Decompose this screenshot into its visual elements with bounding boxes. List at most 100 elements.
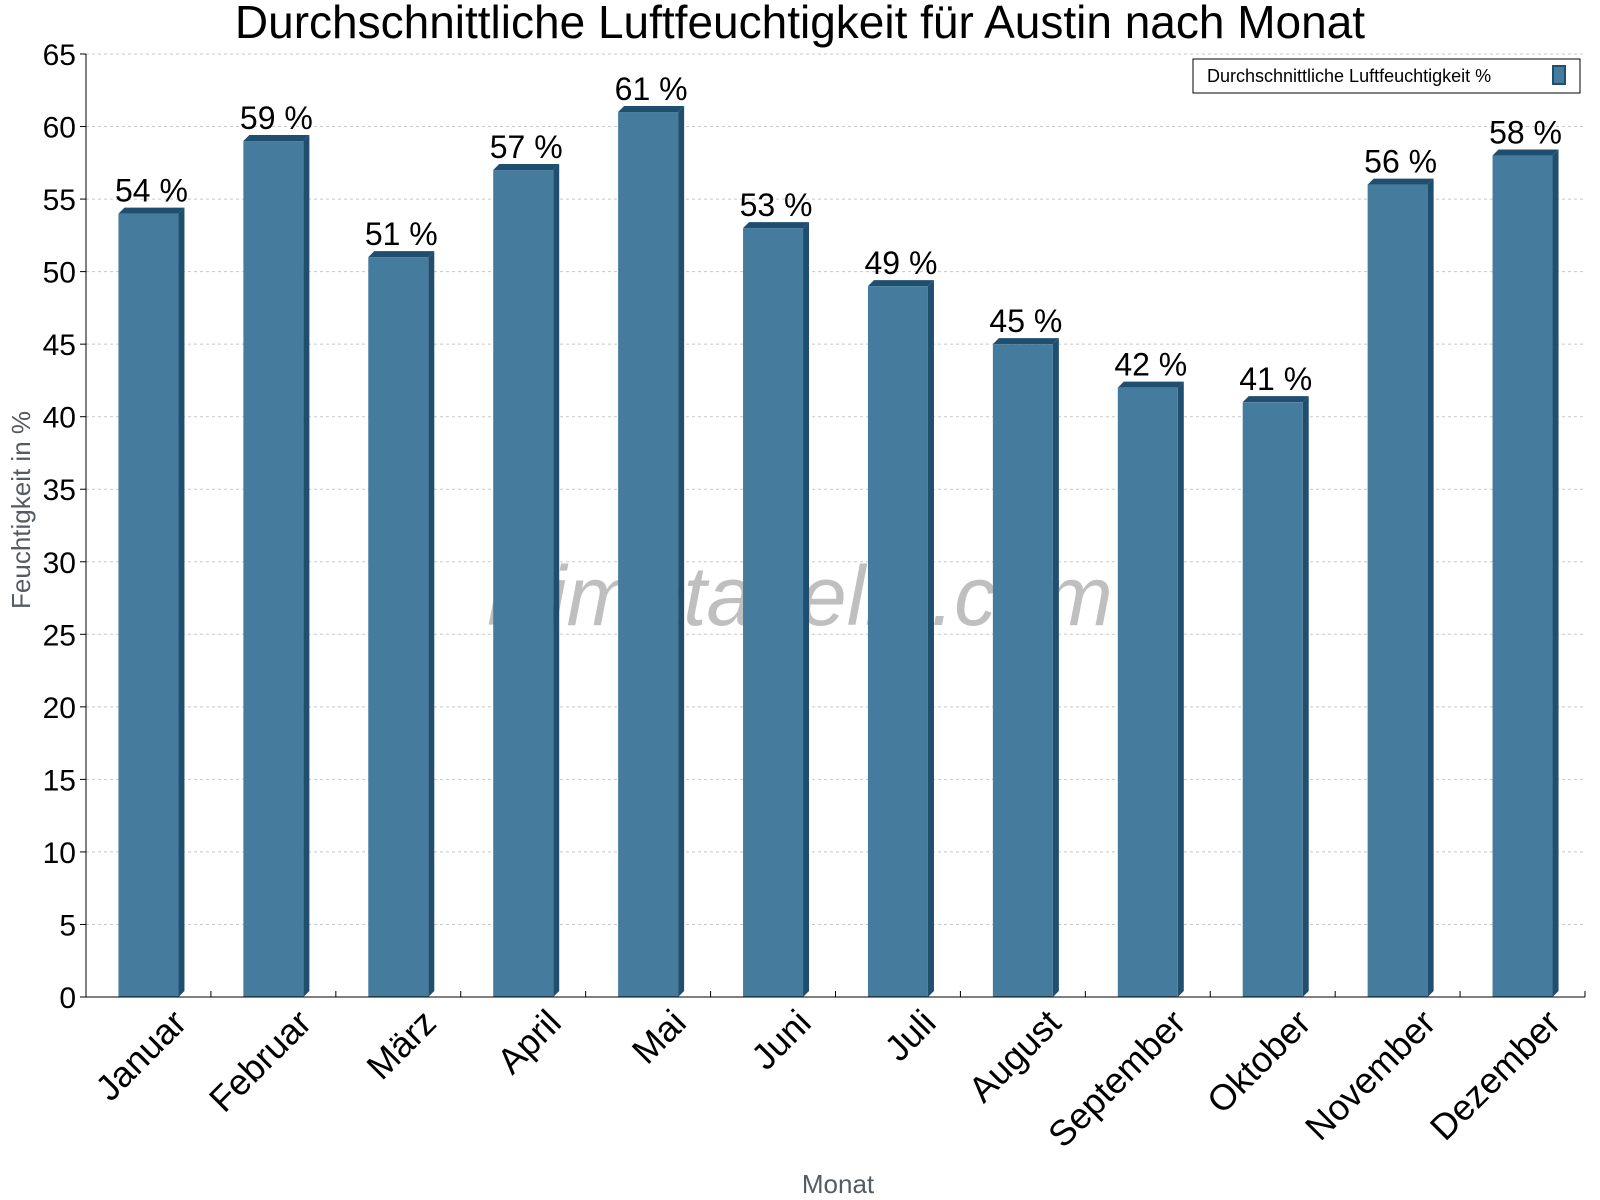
bar-top xyxy=(992,338,1059,345)
legend-label: Durchschnittliche Luftfeuchtigkeit % xyxy=(1207,66,1491,86)
bar-top xyxy=(1117,381,1184,388)
x-tick-label: Oktober xyxy=(1199,1002,1319,1122)
x-axis-title: Monat xyxy=(802,1169,875,1199)
bar-front xyxy=(493,170,554,998)
bar-top xyxy=(118,207,185,214)
bar-side xyxy=(1052,338,1059,998)
y-tick-label: 0 xyxy=(59,982,76,1015)
bar-front xyxy=(743,228,804,998)
bar xyxy=(1117,381,1184,998)
bar-value-label: 45 % xyxy=(989,303,1062,339)
y-tick-label: 20 xyxy=(43,692,76,725)
bar-value-label: 49 % xyxy=(864,245,937,281)
y-axis-title: Feuchtigkeit in % xyxy=(6,411,36,609)
bar-side xyxy=(1427,178,1434,998)
bar xyxy=(743,222,810,998)
bar-value-label: 51 % xyxy=(365,216,438,252)
bar-side xyxy=(1177,381,1184,998)
y-tick-label: 65 xyxy=(43,39,76,72)
x-tick-label: April xyxy=(489,1002,569,1082)
bar-side xyxy=(803,222,810,998)
legend-box xyxy=(1192,58,1581,94)
bar-top xyxy=(1242,396,1309,403)
bar-front xyxy=(1242,402,1303,998)
bar-front xyxy=(867,286,928,998)
x-tick-label: März xyxy=(358,1002,444,1088)
y-tick-label: 10 xyxy=(43,837,76,870)
x-tick-label: Mai xyxy=(624,1002,694,1072)
bar-side xyxy=(553,164,560,998)
bar-front xyxy=(243,141,304,998)
bar-top xyxy=(743,222,810,229)
y-tick-label: 15 xyxy=(43,764,76,797)
y-tick-label: 25 xyxy=(43,619,76,652)
bar-front xyxy=(1117,387,1178,998)
bar xyxy=(118,207,185,998)
x-ticks: Januar Februar März April Mai Juni Juli AugustS… xyxy=(87,991,1586,1156)
legend: Durchschnittliche Luftfeuchtigkeit % xyxy=(1192,58,1581,94)
legend-swatch xyxy=(1552,65,1566,85)
y-tick-label: 55 xyxy=(43,184,76,217)
x-tick-label: Juni xyxy=(743,1002,819,1078)
x-tick-label: September xyxy=(1040,1002,1194,1156)
bar-front xyxy=(992,344,1053,998)
x-tick-label: November xyxy=(1297,1002,1443,1148)
bar xyxy=(368,251,435,998)
bar xyxy=(243,135,310,998)
bar-value-label: 59 % xyxy=(240,100,313,136)
bar-top xyxy=(618,106,685,113)
y-tick-label: 35 xyxy=(43,474,76,507)
bar xyxy=(992,338,1059,998)
bar-front xyxy=(1492,155,1553,998)
bar-side xyxy=(428,251,435,998)
x-tick-label: Januar xyxy=(87,1002,194,1109)
bar xyxy=(1367,178,1434,998)
bar-value-label: 53 % xyxy=(740,187,813,223)
bar-top xyxy=(368,251,435,258)
y-ticks: 0 5 10 15 20 25 30 35 40 45 50 55 60 65 xyxy=(43,39,86,1015)
bar xyxy=(867,280,934,998)
axes xyxy=(85,54,1585,998)
bar-labels: 54 % 59 % 51 % 57 % 61 % 53 % 49 % 45 % 42 % 41 %… xyxy=(115,71,1562,397)
y-tick-label: 30 xyxy=(43,547,76,580)
bar-front xyxy=(1367,184,1428,998)
bar-value-label: 56 % xyxy=(1364,144,1437,180)
chart-title: Durchschnittliche Luftfeuchtigkeit für A… xyxy=(235,0,1365,48)
bar-front xyxy=(618,112,679,998)
x-tick-label: Juli xyxy=(876,1002,943,1069)
bar-top xyxy=(493,164,560,171)
bar-value-label: 58 % xyxy=(1489,115,1562,151)
y-tick-label: 5 xyxy=(59,909,76,942)
bar-front xyxy=(118,213,179,998)
x-tick-label: August xyxy=(960,1002,1068,1110)
bar-side xyxy=(678,106,685,998)
bar-side xyxy=(303,135,310,998)
bar-side xyxy=(927,280,934,998)
x-tick-label: Dezember xyxy=(1422,1002,1568,1148)
bar-value-label: 54 % xyxy=(115,173,188,209)
bar-side xyxy=(1302,396,1309,998)
bar-value-label: 42 % xyxy=(1114,347,1187,383)
bar xyxy=(1492,149,1559,998)
bar-side xyxy=(1552,149,1559,998)
x-tick-label: Februar xyxy=(201,1002,319,1120)
grid xyxy=(86,53,1585,925)
bar-value-label: 57 % xyxy=(490,129,563,165)
bar xyxy=(1242,396,1309,998)
bar-top xyxy=(1492,149,1559,156)
bar-value-label: 61 % xyxy=(615,71,688,107)
bar-value-label: 41 % xyxy=(1239,361,1312,397)
bar-top xyxy=(867,280,934,287)
bar xyxy=(618,106,685,998)
y-tick-label: 40 xyxy=(43,402,76,435)
y-tick-label: 50 xyxy=(43,257,76,290)
bar-front xyxy=(368,257,429,998)
bar-top xyxy=(243,135,310,142)
y-tick-label: 60 xyxy=(43,112,76,145)
bars xyxy=(118,106,1559,998)
bar-top xyxy=(1367,178,1434,185)
bar xyxy=(493,164,560,998)
bar-side xyxy=(178,207,185,998)
y-tick-label: 45 xyxy=(43,329,76,362)
